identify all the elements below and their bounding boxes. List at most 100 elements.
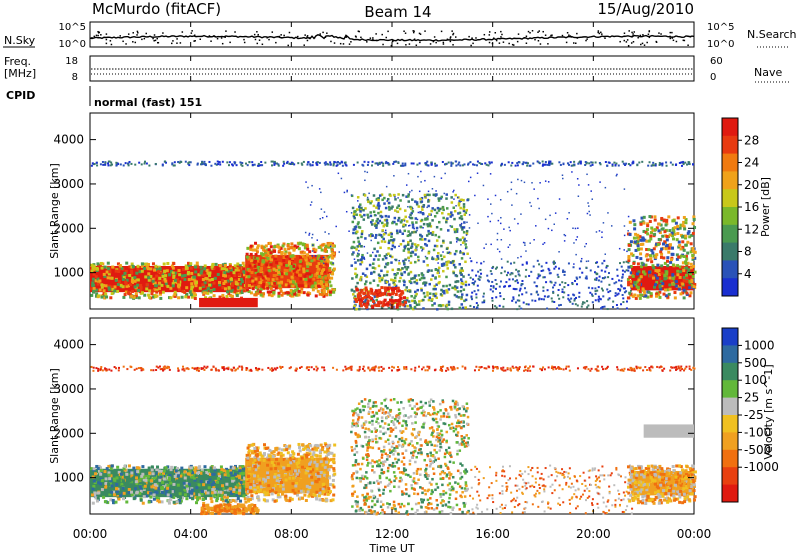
power-pixel [663, 230, 667, 234]
power-pixel [359, 290, 363, 294]
power-pixel [233, 161, 236, 164]
power-pixel [590, 161, 593, 164]
power-pixel [387, 201, 391, 205]
power-pixel [415, 201, 419, 204]
power-pixel [311, 284, 315, 288]
nsearch-dot [512, 44, 515, 46]
velocity-pixel [270, 461, 274, 465]
power-pixel [461, 164, 464, 167]
power-pixel [381, 292, 385, 296]
power-pixel [615, 162, 618, 165]
power-pixel [266, 277, 270, 281]
power-pixel [332, 254, 336, 258]
nsearch-dot [170, 42, 173, 45]
velocity-pixel [321, 463, 325, 467]
velocity-pixel [166, 486, 170, 490]
power-pixel [385, 219, 389, 222]
nsearch-dot [412, 30, 414, 32]
power-pixel [384, 279, 387, 283]
power-pixel [255, 286, 259, 290]
power-pixel [249, 246, 253, 250]
power-pixel [416, 229, 418, 232]
velocity-pixel [329, 499, 333, 503]
power-pixel [391, 292, 395, 296]
power-pixel [459, 164, 462, 167]
power-pixel [558, 198, 561, 200]
power-pixel [599, 181, 601, 183]
velocity-pixel [250, 494, 254, 498]
power-pixel [302, 251, 306, 255]
power-pixel [358, 213, 362, 217]
freq-unit-label: [MHz] [4, 67, 36, 80]
power-pixel [288, 268, 292, 272]
power-pixel [328, 233, 330, 235]
power-pixel [109, 164, 112, 167]
power-pixel [297, 273, 301, 277]
nsearch-dot [136, 30, 139, 33]
power-pixel [315, 161, 318, 164]
power-pixel [217, 280, 221, 284]
nave-tick-low: 0 [710, 72, 716, 83]
power-pixel [361, 233, 363, 236]
nsearch-dot [213, 35, 215, 37]
power-pixel [637, 282, 641, 286]
power-pixel [254, 268, 258, 272]
power-pixel [503, 228, 505, 230]
velocity-pixel [323, 465, 327, 469]
power-pixel [422, 298, 425, 302]
power-pixel [275, 244, 279, 248]
velocity-pixel [206, 491, 210, 495]
power-pixel [183, 277, 187, 281]
power-pixel [186, 272, 190, 276]
power-pixel [658, 231, 662, 235]
power-pixel [90, 287, 94, 291]
velocity-pixel [305, 451, 309, 455]
power-pixel [551, 162, 554, 165]
power-pixel [613, 161, 616, 164]
power-pixel [517, 222, 519, 225]
power-pixel [217, 163, 220, 166]
power-pixel [296, 266, 300, 270]
power-pixel [408, 288, 411, 292]
power-pixel [355, 275, 358, 279]
power-pixel [394, 279, 397, 283]
power-pixel [585, 275, 588, 278]
power-pixel [130, 269, 134, 273]
power-pixel [602, 277, 605, 280]
power-pixel [660, 271, 664, 275]
power-pixel [402, 261, 406, 265]
power-pixel [428, 193, 431, 197]
power-pixel [670, 279, 674, 283]
power-pixel [390, 296, 394, 299]
power-pixel [417, 175, 419, 178]
power-pixel [323, 211, 326, 213]
power-pixel [330, 248, 334, 252]
velocity-pixel [100, 479, 104, 483]
power-pixel [454, 230, 458, 233]
power-pixel [381, 304, 385, 308]
power-pixel [623, 287, 626, 290]
velocity-pixel [223, 493, 227, 497]
power-pixel [398, 245, 400, 248]
power-pixel [215, 163, 218, 166]
power-pixel [365, 305, 369, 309]
nsearch-dot [194, 40, 196, 42]
velocity-pixel [266, 475, 270, 479]
velocity-pixel [416, 492, 420, 496]
power-pixel [693, 256, 697, 260]
velocity-pixel [240, 509, 244, 513]
velocity-pixel [132, 497, 136, 501]
velocity-pixel [301, 486, 305, 490]
velocity-pixel [185, 473, 189, 477]
power-pixel [384, 214, 388, 218]
power-pixel [393, 276, 397, 280]
power-pixel [201, 161, 204, 164]
velocity-pixel [308, 449, 312, 453]
power-pixel [153, 268, 157, 272]
power-pixel [663, 240, 667, 244]
power-pixel [187, 263, 191, 267]
power-pixel [296, 287, 300, 291]
power-pixel [488, 162, 491, 165]
velocity-pixel [109, 464, 113, 468]
power-pixel [627, 255, 631, 259]
